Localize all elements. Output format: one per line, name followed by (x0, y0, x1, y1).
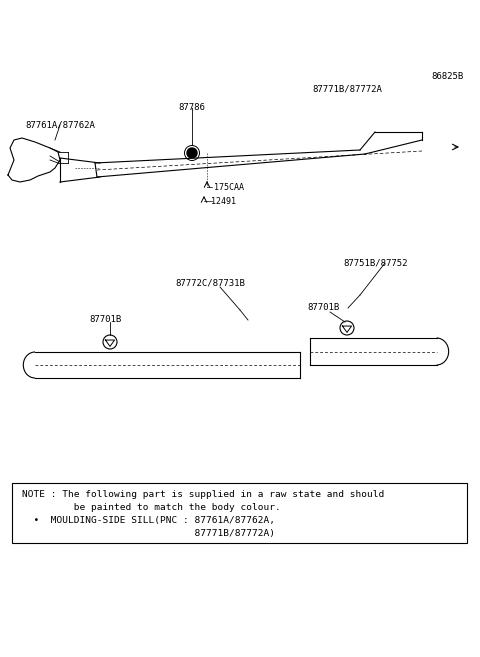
Text: 87772C/87731B: 87772C/87731B (175, 278, 245, 287)
Text: 87751B/87752: 87751B/87752 (344, 258, 408, 267)
Text: 86825B: 86825B (432, 72, 464, 81)
Text: 87771B/87772A: 87771B/87772A (312, 84, 382, 93)
Text: 87771B/87772A): 87771B/87772A) (22, 529, 275, 538)
Circle shape (187, 148, 197, 158)
Text: 87701B: 87701B (307, 303, 339, 312)
Text: 87701B: 87701B (89, 315, 121, 324)
Text: 87761A/87762A: 87761A/87762A (25, 120, 95, 129)
Text: NOTE : The following part is supplied in a raw state and should: NOTE : The following part is supplied in… (22, 490, 384, 499)
Text: 175CAA: 175CAA (214, 183, 244, 191)
Text: 12491: 12491 (211, 196, 236, 206)
Text: be painted to match the body colour.: be painted to match the body colour. (22, 503, 281, 512)
Text: 87786: 87786 (179, 103, 205, 112)
Text: •  MOULDING-SIDE SILL(PNC : 87761A/87762A,: • MOULDING-SIDE SILL(PNC : 87761A/87762A… (22, 516, 275, 525)
